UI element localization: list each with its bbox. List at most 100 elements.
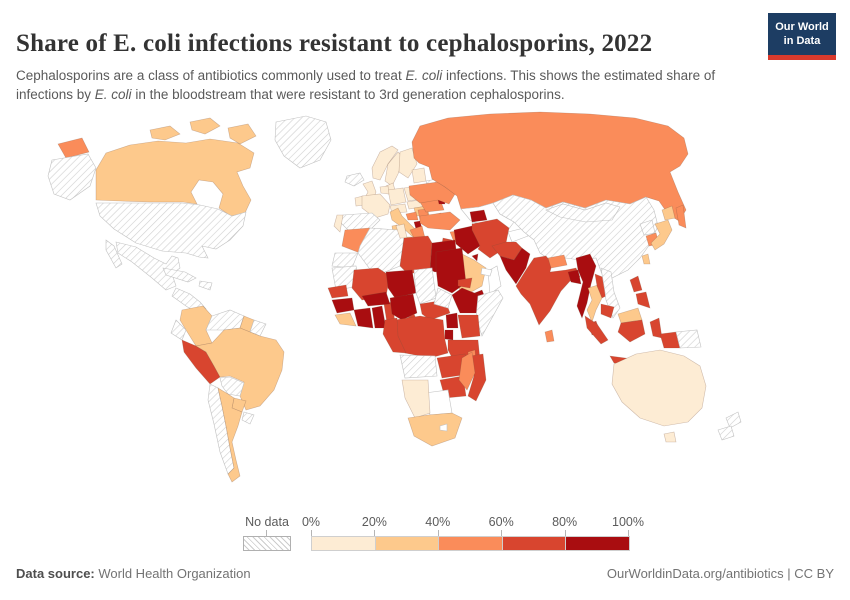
country-iceland[interactable]: Iceland xyxy=(344,172,365,187)
country-alaska[interactable]: Alaska (United States) xyxy=(47,153,97,201)
country-south-sudan[interactable]: South Sudan xyxy=(433,287,453,309)
country-sweden[interactable]: Sweden xyxy=(384,151,405,187)
country-bangladesh[interactable]: Bangladesh xyxy=(567,269,582,285)
legend-bin-80-100[interactable] xyxy=(566,537,629,550)
data-source-note: Data source: World Health Organization xyxy=(16,566,251,581)
country-south-africa[interactable]: South Africa xyxy=(407,412,463,447)
country-greenland[interactable]: Greenland xyxy=(274,115,332,169)
country-united-arab-emirates[interactable]: United Arab Emirates xyxy=(480,267,493,277)
country-philippines[interactable]: Philippines xyxy=(629,275,643,293)
country-canada[interactable]: Canada xyxy=(189,117,221,135)
country-kuwait[interactable]: Kuwait xyxy=(471,253,479,262)
map-legend: No data 0% 20% 40% 60% 80% 100% xyxy=(0,514,850,554)
country-argentina[interactable]: Argentina xyxy=(217,387,243,483)
country-madagascar[interactable]: Madagascar xyxy=(458,351,476,391)
country-mexico[interactable]: Mexico xyxy=(105,239,123,269)
country-cuba[interactable]: Cuba xyxy=(162,267,197,283)
country-eritrea[interactable]: Eritrea xyxy=(457,277,473,289)
country-new-zealand[interactable]: New Zealand xyxy=(725,411,742,429)
country-australia[interactable]: Australia xyxy=(663,431,677,443)
country-angola[interactable]: Angola xyxy=(399,354,438,379)
country-western-sahara[interactable]: Western Sahara xyxy=(331,252,359,269)
legend-tick-label: 40% xyxy=(425,515,451,529)
country-russia[interactable]: Russia xyxy=(675,204,687,229)
legend-color-bar xyxy=(311,536,630,551)
country-vietnam[interactable]: Vietnam xyxy=(600,267,621,319)
legend-bin-20-40[interactable] xyxy=(375,537,440,550)
country-hispaniola[interactable]: Hispaniola xyxy=(198,280,213,291)
data-source-label: Data source: xyxy=(16,566,95,581)
country-brazil[interactable]: Brazil xyxy=(195,327,285,411)
country-canada[interactable]: Canada xyxy=(95,138,255,217)
country-gabon-congo[interactable]: Gabon and Congo xyxy=(382,317,407,354)
country-niger[interactable]: Niger xyxy=(385,269,417,299)
country-papua-new-guinea[interactable]: Papua New Guinea xyxy=(675,329,702,349)
country-russia[interactable]: Russia xyxy=(57,137,90,159)
owid-logo[interactable]: Our World in Data xyxy=(768,13,836,60)
legend-tick-mark xyxy=(437,530,439,536)
country-canada[interactable]: Canada xyxy=(227,123,257,145)
country-burkina-faso[interactable]: Burkina Faso xyxy=(361,291,391,307)
country-namibia[interactable]: Namibia xyxy=(401,379,431,419)
country-uganda[interactable]: Uganda xyxy=(445,312,459,329)
country-japan[interactable]: Japan xyxy=(650,219,673,251)
legend-tick-mark xyxy=(501,530,503,536)
country-germany[interactable]: Germany xyxy=(387,187,407,206)
country-chad[interactable]: Chad xyxy=(413,267,437,305)
country-north-korea[interactable]: North Korea xyxy=(639,219,656,236)
country-lesotho[interactable]: Lesotho xyxy=(439,423,448,432)
country-sri-lanka[interactable]: Sri Lanka xyxy=(544,329,555,343)
legend-no-data-label: No data xyxy=(245,515,289,529)
country-bolivia[interactable]: Bolivia xyxy=(219,376,245,397)
country-indonesia[interactable]: Indonesia xyxy=(617,319,646,343)
country-senegal[interactable]: Senegal xyxy=(327,284,349,299)
country-china[interactable]: China xyxy=(492,194,659,279)
legend-bin-40-60[interactable] xyxy=(439,537,503,550)
country-canada[interactable]: Canada xyxy=(149,125,181,141)
country-norway[interactable]: Norway xyxy=(371,145,399,181)
country-benelux[interactable]: Benelux xyxy=(379,185,390,195)
country-kenya[interactable]: Kenya xyxy=(457,314,481,339)
country-mongolia[interactable]: Mongolia xyxy=(545,202,621,223)
country-myanmar[interactable]: Myanmar xyxy=(575,253,597,319)
country-guinea[interactable]: Guinea xyxy=(331,297,355,314)
owid-logo-accent-bar xyxy=(768,54,836,60)
country-nepal[interactable]: Nepal xyxy=(547,254,568,269)
legend-tick-label: 0% xyxy=(301,515,321,529)
country-baltic-states[interactable]: Baltic states xyxy=(411,167,427,184)
owid-logo-text: Our World in Data xyxy=(768,13,836,55)
country-new-zealand[interactable]: New Zealand xyxy=(717,425,735,441)
legend-no-data-swatch[interactable] xyxy=(243,536,291,551)
legend-tick-mark xyxy=(628,530,629,536)
country-venezuela[interactable]: Venezuela xyxy=(205,309,245,331)
country-philippines[interactable]: Philippines xyxy=(635,291,651,309)
footer-link[interactable]: OurWorldinData.org/antibiotics | CC BY xyxy=(606,566,834,581)
country-cote-divoire[interactable]: Cote d'Ivoire xyxy=(353,307,374,329)
country-uruguay[interactable]: Uruguay xyxy=(241,411,255,425)
country-georgia-caucasus[interactable]: Caucasus xyxy=(469,209,488,223)
country-pakistan[interactable]: Pakistan xyxy=(499,247,531,285)
country-sierra-leone-liberia[interactable]: Sierra Leone and Liberia xyxy=(334,312,357,327)
country-nigeria[interactable]: Nigeria xyxy=(389,293,418,321)
country-rwanda-burundi[interactable]: Rwanda and Burundi xyxy=(444,329,454,341)
country-taiwan[interactable]: Taiwan xyxy=(641,253,651,265)
country-japan[interactable]: Japan xyxy=(661,205,676,221)
country-ghana[interactable]: Ghana xyxy=(371,305,387,329)
country-turkey[interactable]: Turkey xyxy=(419,211,461,231)
country-cambodia[interactable]: Cambodia xyxy=(600,303,615,319)
country-indonesia[interactable]: Indonesia xyxy=(584,315,609,345)
country-kyrgyzstan-tajikistan[interactable]: Kyrgyzstan and Tajikistan xyxy=(507,227,529,243)
legend-bin-60-80[interactable] xyxy=(502,537,567,550)
country-somalia[interactable]: Somalia xyxy=(475,289,504,337)
country-australia[interactable]: Australia xyxy=(611,349,707,427)
legend-tick-mark xyxy=(374,530,376,536)
legend-tick-mark xyxy=(564,530,566,536)
legend-bin-0-20[interactable] xyxy=(312,537,376,550)
country-colombia[interactable]: Colombia xyxy=(179,305,213,347)
legend-tick-mark xyxy=(311,530,312,536)
country-france[interactable]: France xyxy=(361,193,391,219)
country-croatia[interactable]: Croatia xyxy=(405,211,419,221)
country-usa[interactable]: United States xyxy=(95,202,247,259)
country-portugal[interactable]: Portugal xyxy=(333,214,344,233)
